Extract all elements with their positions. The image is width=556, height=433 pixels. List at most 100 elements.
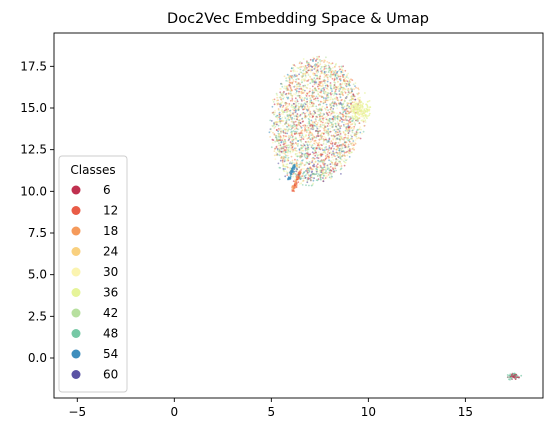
scatter-point xyxy=(326,118,329,121)
scatter-point xyxy=(313,73,315,76)
scatter-point xyxy=(297,102,300,105)
scatter-point xyxy=(302,138,305,141)
scatter-point xyxy=(308,122,310,125)
scatter-point xyxy=(343,144,346,147)
x-axis: −5 0 5 10 15 xyxy=(68,398,473,419)
scatter-point xyxy=(309,138,312,141)
scatter-point xyxy=(288,144,290,147)
scatter-point xyxy=(354,114,357,117)
scatter-point xyxy=(339,87,341,90)
scatter-point xyxy=(343,157,346,160)
scatter-point xyxy=(288,97,291,100)
scatter-point xyxy=(311,124,314,127)
scatter-point xyxy=(305,184,307,187)
scatter-point xyxy=(312,121,315,124)
scatter-point xyxy=(359,96,361,99)
scatter-point xyxy=(284,132,287,135)
scatter-point xyxy=(336,159,339,161)
scatter-point xyxy=(349,123,352,126)
scatter-point xyxy=(293,123,296,126)
scatter-point xyxy=(323,150,326,153)
scatter-point xyxy=(320,120,323,123)
scatter-point xyxy=(314,146,317,149)
scatter-point xyxy=(342,110,345,113)
scatter-point xyxy=(298,172,301,175)
scatter-point xyxy=(313,177,315,180)
scatter-point xyxy=(346,154,349,157)
scatter-point xyxy=(318,84,321,86)
scatter-point xyxy=(310,105,313,108)
scatter-point xyxy=(319,124,322,126)
scatter-point xyxy=(364,121,367,123)
scatter-point xyxy=(329,151,332,154)
scatter-point xyxy=(293,168,296,171)
scatter-point xyxy=(358,117,361,119)
scatter-point xyxy=(304,107,306,110)
scatter-point xyxy=(324,128,327,131)
scatter-point xyxy=(309,124,312,127)
scatter-point xyxy=(317,173,320,176)
scatter-point xyxy=(276,116,279,119)
scatter-point xyxy=(346,119,348,122)
scatter-point xyxy=(295,186,298,189)
scatter-point xyxy=(368,114,371,117)
legend-label: 30 xyxy=(103,265,118,279)
scatter-point xyxy=(351,130,353,133)
scatter-point xyxy=(298,122,300,124)
scatter-point xyxy=(289,177,292,180)
scatter-point xyxy=(330,93,332,96)
scatter-point xyxy=(303,177,305,180)
scatter-point xyxy=(323,123,325,126)
scatter-point xyxy=(345,123,347,125)
scatter-point xyxy=(282,91,285,94)
scatter-point xyxy=(341,88,344,91)
scatter-point xyxy=(331,73,334,76)
scatter-point xyxy=(349,115,352,118)
scatter-point xyxy=(284,151,287,154)
scatter-point xyxy=(315,120,317,122)
scatter-point xyxy=(326,99,329,102)
scatter-point xyxy=(322,159,325,161)
scatter-point xyxy=(285,119,288,122)
scatter-point xyxy=(335,151,338,154)
scatter-point xyxy=(328,146,331,149)
scatter-point xyxy=(308,143,311,146)
scatter-point xyxy=(347,143,350,146)
scatter-point xyxy=(352,94,355,96)
scatter-point xyxy=(306,93,309,95)
scatter-point xyxy=(301,97,304,99)
scatter-point xyxy=(328,176,331,179)
scatter-point xyxy=(276,94,279,96)
scatter-point xyxy=(296,168,298,171)
scatter-point xyxy=(329,127,331,130)
scatter-point xyxy=(314,111,316,114)
scatter-point xyxy=(292,70,295,73)
scatter-point xyxy=(319,178,322,180)
scatter-point xyxy=(276,140,279,143)
scatter-point xyxy=(321,126,323,129)
scatter-point xyxy=(290,88,292,90)
scatter-point xyxy=(322,90,325,93)
scatter-point xyxy=(324,136,327,139)
scatter-point xyxy=(293,143,296,145)
scatter-point xyxy=(509,378,511,381)
scatter-point xyxy=(289,146,291,148)
scatter-point xyxy=(291,99,294,102)
scatter-point xyxy=(346,96,348,99)
scatter-point xyxy=(316,175,319,177)
legend-label: 6 xyxy=(103,183,111,197)
scatter-point xyxy=(317,61,319,64)
scatter-point xyxy=(513,372,516,375)
scatter-point xyxy=(289,109,292,112)
scatter-point xyxy=(348,156,351,158)
scatter-point xyxy=(293,170,296,173)
scatter-point xyxy=(286,87,289,90)
scatter-point xyxy=(292,148,294,151)
scatter-point xyxy=(339,75,342,78)
scatter-point xyxy=(281,108,283,111)
scatter-point xyxy=(284,153,287,156)
scatter-point xyxy=(300,147,303,150)
scatter-point xyxy=(329,169,331,172)
scatter-point xyxy=(293,111,295,114)
scatter-point xyxy=(297,128,300,131)
